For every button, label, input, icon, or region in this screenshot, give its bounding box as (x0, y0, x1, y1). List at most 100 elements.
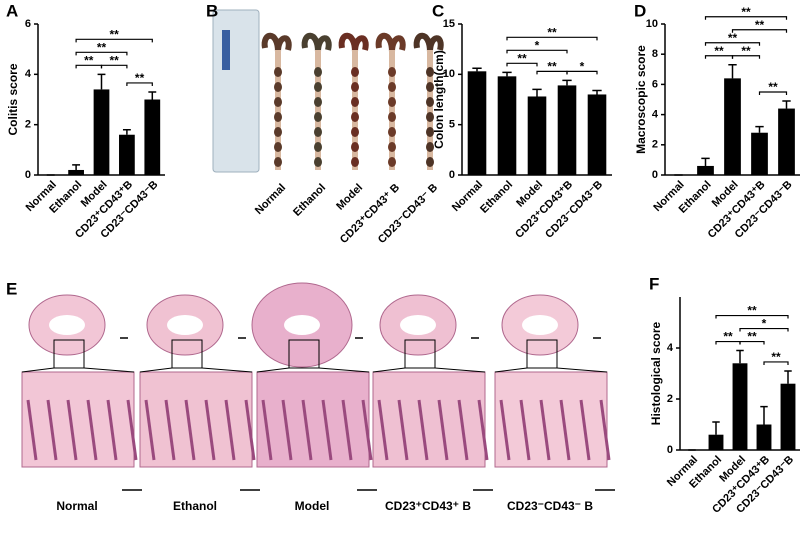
crypt (519, 399, 531, 461)
significance-label: ** (747, 304, 757, 318)
zoom-image (139, 371, 253, 468)
zoom-guide (139, 367, 173, 373)
significance-bracket (704, 42, 761, 46)
bar (144, 99, 161, 175)
significance-label: ** (723, 330, 733, 344)
zoom-guide (83, 367, 135, 373)
colon-content (388, 97, 396, 107)
zoom-guide (201, 367, 253, 373)
histology-images (21, 282, 615, 491)
crypt (341, 399, 353, 461)
crypt (417, 399, 429, 461)
colon-content (274, 82, 282, 92)
error-bar (72, 164, 81, 170)
significance-bracket (704, 16, 788, 20)
y-axis-title: Histological score (649, 321, 663, 425)
crypt (144, 399, 156, 461)
error-bar (784, 370, 792, 384)
significance-bracket (506, 36, 598, 41)
zoom-guide (494, 367, 528, 373)
significance-bracket (100, 64, 128, 69)
crypt (86, 399, 98, 461)
colon-content (314, 127, 322, 137)
colon-content (274, 157, 282, 167)
error-bar (148, 91, 157, 100)
crypt (184, 399, 196, 461)
y-tick-label: 15 (443, 18, 455, 30)
significance-label: ** (714, 44, 724, 58)
crypt (244, 399, 256, 461)
bar (527, 96, 547, 175)
significance-bracket (506, 62, 538, 67)
significance-bracket (763, 361, 789, 365)
bar (780, 383, 796, 450)
significance-label: ** (741, 44, 751, 58)
significance-label: ** (747, 330, 757, 344)
x-tick-label: Ethanol (478, 179, 515, 216)
tissue-lumen (167, 315, 203, 335)
y-tick-label: 5 (449, 119, 455, 131)
colon-content (314, 142, 322, 152)
bar (557, 85, 577, 175)
crypt (539, 399, 551, 461)
colon-content (388, 127, 396, 137)
panel-label: B (206, 1, 218, 20)
crypt (499, 399, 511, 461)
significance-bracket (739, 327, 789, 332)
panel-label: E (6, 279, 17, 298)
crypt (46, 399, 58, 461)
zoom-guide (372, 367, 406, 373)
bar (751, 132, 768, 175)
colon-hook (301, 32, 332, 53)
y-tick-label: 4 (25, 68, 32, 80)
colon-content (426, 127, 434, 137)
y-tick-label: 8 (652, 48, 658, 60)
colon-content (351, 82, 359, 92)
colon-content (314, 97, 322, 107)
crypt (204, 399, 216, 461)
significance-label: ** (84, 54, 94, 68)
colon-content (388, 142, 396, 152)
bar (93, 89, 110, 175)
crypt (377, 399, 389, 461)
colon-content (351, 67, 359, 77)
crypt (106, 399, 118, 461)
significance-bracket (715, 314, 789, 319)
colon-content (314, 67, 322, 77)
ruler-print (222, 30, 230, 70)
y-tick-label: 10 (646, 18, 658, 30)
error-bar (122, 128, 131, 135)
colon-content (426, 157, 434, 167)
significance-label: ** (728, 31, 738, 45)
error-bar (592, 89, 602, 95)
significance-bracket (75, 38, 153, 43)
crypt (397, 399, 409, 461)
tissue-lumen (49, 315, 85, 335)
error-bar (782, 100, 791, 109)
zoom-box (288, 339, 320, 369)
colon-hook (413, 32, 444, 53)
crypt (477, 399, 489, 461)
zoom-image (21, 371, 135, 468)
colon-content (388, 112, 396, 122)
colon-content (426, 82, 434, 92)
ruler (212, 9, 260, 173)
colon-content (274, 142, 282, 152)
zoom-box (404, 339, 436, 369)
significance-label: ** (547, 25, 557, 39)
colon-content (426, 112, 434, 122)
significance-label: ** (110, 28, 120, 42)
significance-bracket (75, 51, 128, 56)
tissue-lumen (284, 315, 320, 335)
crypt (26, 399, 38, 461)
colon-content (314, 112, 322, 122)
panel-label: C (432, 1, 444, 20)
tissue-lumen (522, 315, 558, 335)
crypt (457, 399, 469, 461)
significance-bracket (126, 82, 153, 86)
colon-samples (261, 32, 444, 170)
y-tick-label: 2 (652, 139, 658, 151)
colon-content (274, 112, 282, 122)
significance-label: ** (771, 350, 781, 364)
zoom-guide (318, 367, 370, 373)
